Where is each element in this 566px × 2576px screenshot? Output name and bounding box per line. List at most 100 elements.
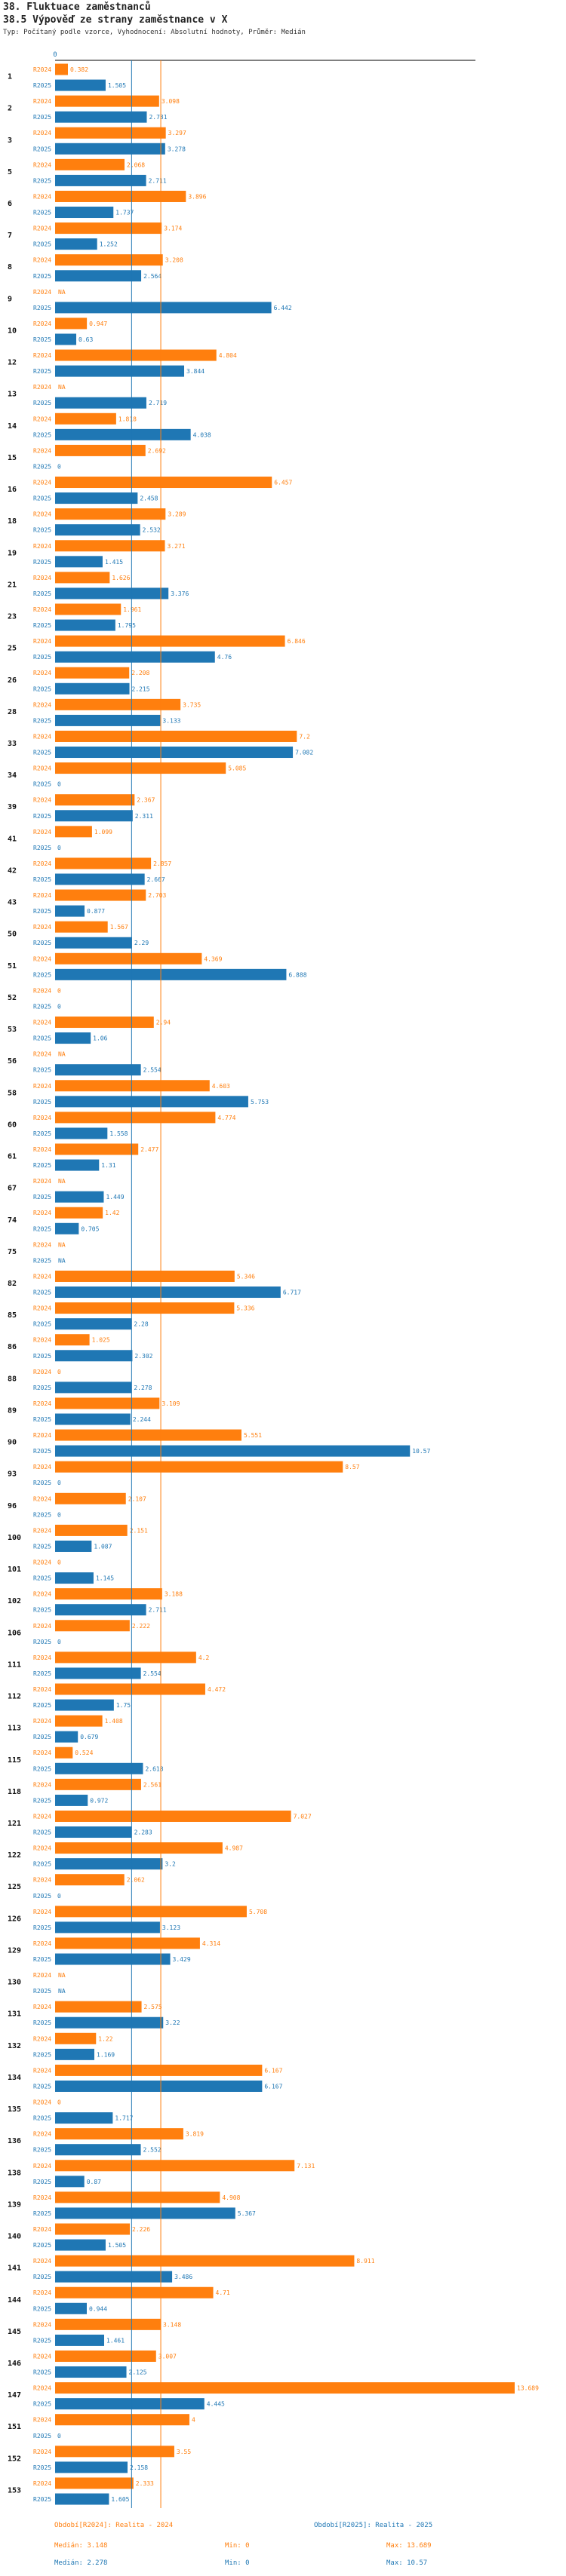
bar-r2024 — [55, 2446, 174, 2458]
value-label-r2025: 0 — [57, 2433, 61, 2440]
value-label-r2025: 2.29 — [134, 940, 149, 946]
series-label-r2025: R2025 — [33, 2433, 51, 2440]
group-label: 3 — [8, 136, 12, 145]
bar-r2024 — [55, 1207, 103, 1219]
group-label: 82 — [8, 1280, 17, 1288]
series-label-r2025: R2025 — [33, 971, 51, 978]
series-label-r2025: R2025 — [33, 177, 51, 184]
bar-r2024 — [55, 2318, 161, 2330]
value-label-r2025: 0 — [57, 1003, 61, 1010]
series-label-r2025: R2025 — [33, 82, 51, 89]
value-label-r2025: 1.605 — [111, 2496, 129, 2503]
value-label-r2024: NA — [58, 289, 66, 296]
bar-r2024 — [55, 603, 122, 615]
value-label-r2025: 1.087 — [94, 1543, 112, 1550]
series-label-r2024: R2024 — [33, 1400, 51, 1407]
group-label: 75 — [8, 1248, 17, 1256]
value-label-r2025: 1.795 — [118, 622, 136, 629]
value-label-r2025: 4.76 — [217, 654, 232, 661]
value-label-r2024: 3.55 — [177, 2449, 191, 2455]
series-label-r2025: R2025 — [33, 1988, 51, 1995]
series-label-r2024: R2024 — [33, 2163, 51, 2170]
value-label-r2025: 1.461 — [106, 2337, 125, 2344]
bar-r2024 — [55, 190, 186, 202]
value-label-r2025: 1.252 — [100, 241, 118, 248]
bar-r2025 — [55, 1191, 104, 1203]
legend-2025-label: Období[R2025]: Realita - 2025 — [314, 2522, 433, 2529]
value-label-r2024: 1.408 — [105, 1718, 123, 1725]
series-label-r2025: R2025 — [33, 1257, 51, 1264]
value-label-r2025: 0.87 — [87, 2179, 101, 2185]
bar-r2025 — [55, 2176, 85, 2188]
series-label-r2025: R2025 — [33, 114, 51, 121]
series-label-r2024: R2024 — [33, 2480, 51, 2487]
value-label-r2025: 0 — [57, 845, 61, 851]
value-label-r2024: 3.819 — [186, 2131, 204, 2138]
bar-r2024 — [55, 667, 130, 679]
value-label-r2025: 1.717 — [115, 2115, 133, 2122]
bar-r2025 — [55, 2398, 205, 2410]
bar-r2025 — [55, 2461, 128, 2473]
bar-r2024 — [55, 2286, 214, 2298]
group-label: 146 — [8, 2360, 21, 2368]
value-label-r2025: 1.415 — [105, 559, 123, 566]
value-label-r2024: 1.567 — [110, 924, 128, 931]
group-label: 122 — [8, 1851, 21, 1860]
series-label-r2024: R2024 — [33, 1432, 51, 1439]
bar-r2025 — [55, 2239, 106, 2251]
series-label-r2024: R2024 — [33, 352, 51, 359]
value-label-r2025: 3.429 — [173, 1956, 191, 1963]
bar-r2025 — [55, 1445, 411, 1457]
bar-r2024 — [55, 349, 217, 361]
group-label: 102 — [8, 1597, 21, 1605]
bar-r2025 — [55, 333, 77, 345]
series-label-r2024: R2024 — [33, 2289, 51, 2296]
series-label-r2024: R2024 — [33, 447, 51, 454]
series-label-r2024: R2024 — [33, 416, 51, 422]
bar-r2025 — [55, 1032, 91, 1044]
bar-r2025 — [55, 2334, 104, 2346]
group-label: 26 — [8, 676, 17, 685]
series-label-r2025: R2025 — [33, 305, 51, 311]
series-label-r2025: R2025 — [33, 273, 51, 280]
bar-r2024 — [55, 1461, 343, 1473]
bar-r2025 — [55, 587, 169, 600]
value-label-r2024: 2.208 — [131, 670, 149, 676]
series-label-r2025: R2025 — [33, 1416, 51, 1423]
series-label-r2024: R2024 — [33, 1813, 51, 1820]
group-label: 125 — [8, 1883, 21, 1891]
bar-r2024 — [55, 2001, 142, 2013]
value-label-r2024: 4.472 — [208, 1686, 226, 1693]
series-label-r2025: R2025 — [33, 1765, 51, 1772]
bar-r2025 — [55, 873, 145, 885]
series-label-r2024: R2024 — [33, 2321, 51, 2328]
value-label-r2025: 1.169 — [97, 2051, 115, 2058]
series-label-r2024: R2024 — [33, 1877, 51, 1884]
bar-r2024 — [55, 1080, 210, 1092]
value-label-r2024: 2.367 — [137, 797, 155, 804]
series-label-r2025: R2025 — [33, 527, 51, 534]
value-label-r2024: 4.2 — [198, 1654, 210, 1661]
bar-r2025 — [55, 428, 191, 440]
value-label-r2024: 5.551 — [244, 1432, 262, 1439]
series-label-r2024: R2024 — [33, 701, 51, 708]
value-label-r2024: 1.025 — [92, 1337, 110, 1344]
value-label-r2024: 2.062 — [127, 1877, 145, 1884]
bar-r2024 — [55, 540, 165, 552]
value-label-r2025: 1.505 — [108, 82, 126, 89]
series-label-r2025: R2025 — [33, 781, 51, 788]
group-label: 13 — [8, 391, 17, 399]
series-label-r2024: R2024 — [33, 1527, 51, 1534]
bar-r2025 — [55, 1159, 100, 1171]
series-label-r2024: R2024 — [33, 225, 51, 232]
bar-r2024 — [55, 2032, 97, 2044]
series-label-r2024: R2024 — [33, 2353, 51, 2360]
value-label-r2025: 1.145 — [96, 1575, 114, 1582]
series-label-r2025: R2025 — [33, 400, 51, 406]
series-label-r2024: R2024 — [33, 1369, 51, 1375]
bar-r2025 — [55, 397, 146, 409]
series-label-r2024: R2024 — [33, 1241, 51, 1248]
value-label-r2025: 7.082 — [295, 750, 313, 756]
group-label: 135 — [8, 2105, 21, 2114]
value-label-r2025: 0 — [57, 1893, 61, 1900]
